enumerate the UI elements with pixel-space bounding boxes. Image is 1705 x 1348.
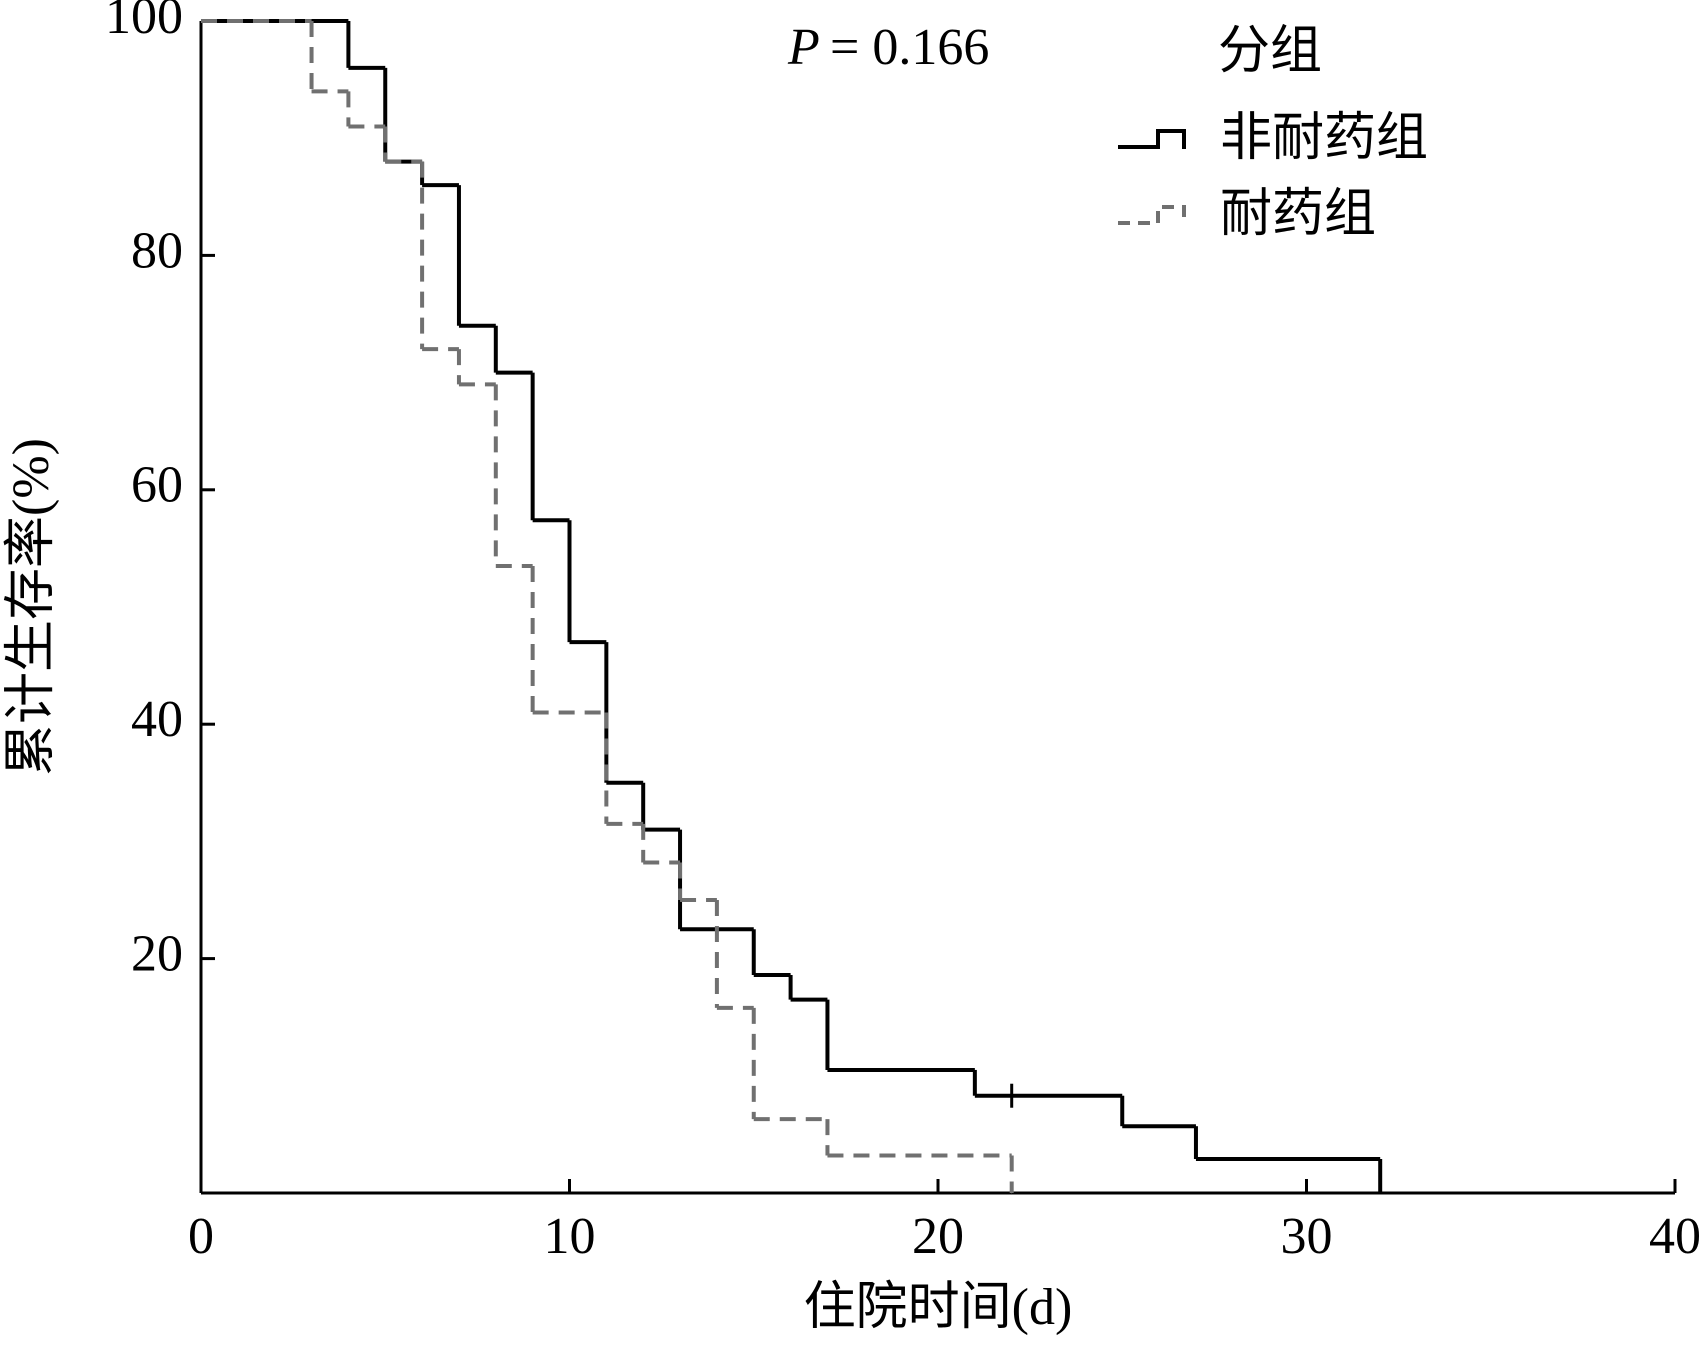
x-tick-label: 0 <box>188 1208 214 1265</box>
y-tick-label: 100 <box>105 0 183 45</box>
p-text: = 0.166 <box>830 19 989 76</box>
y-tick-label: 40 <box>131 691 183 748</box>
y-tick-label: 20 <box>131 926 183 983</box>
legend-icon <box>1118 205 1186 225</box>
x-tick-label: 40 <box>1649 1208 1701 1265</box>
legend-label: 非耐药组 <box>1220 108 1428 168</box>
x-tick-label: 10 <box>544 1208 596 1265</box>
legend-title: 分组 <box>1218 21 1322 81</box>
x-axis-label: 住院时间(d) <box>804 1279 1073 1336</box>
y-axis-label: 累计生存率(%) <box>3 438 60 776</box>
y-tick-label: 60 <box>131 457 183 514</box>
x-tick-label: 20 <box>912 1208 964 1265</box>
x-tick-label: 30 <box>1281 1208 1333 1265</box>
legend-icon <box>1118 129 1186 149</box>
p-label: P <box>787 19 820 76</box>
y-tick-label: 80 <box>131 222 183 279</box>
legend-label: 耐药组 <box>1220 184 1376 244</box>
